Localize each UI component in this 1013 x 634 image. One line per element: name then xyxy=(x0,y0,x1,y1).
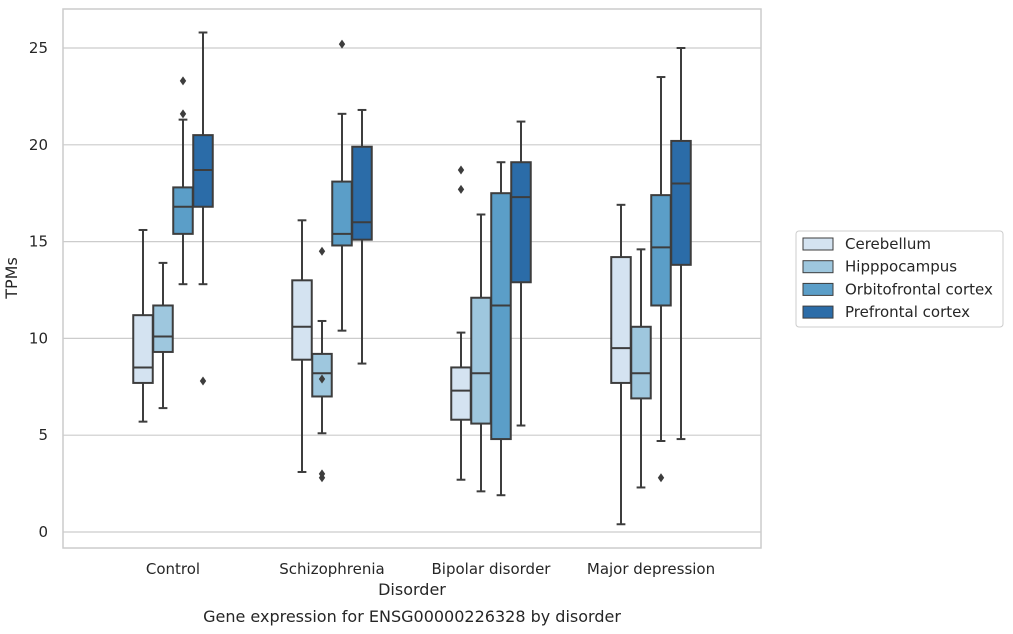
legend-swatch xyxy=(802,237,834,251)
y-axis-label: TPMs xyxy=(2,257,21,300)
y-tick-label: 0 xyxy=(38,523,48,541)
box-iqr xyxy=(172,186,194,235)
x-tick-label-schizophrenia: Schizophrenia xyxy=(279,560,384,578)
box-cerebellum-major-depression xyxy=(610,203,632,526)
outlier-point xyxy=(318,469,326,479)
legend-label: Hipppocampus xyxy=(845,258,957,276)
outlier-point xyxy=(179,76,187,86)
outlier-point xyxy=(318,246,326,256)
box-iqr xyxy=(331,180,353,247)
legend-label: Cerebellum xyxy=(845,235,931,253)
legend-swatch xyxy=(802,260,834,274)
box-iqr xyxy=(650,194,672,307)
outlier-point xyxy=(457,184,465,194)
x-tick-label-major-depression: Major depression xyxy=(587,560,715,578)
legend-frame xyxy=(795,230,1004,328)
box-orbitofrontal-cortex-bipolar-disorder xyxy=(490,161,512,497)
y-tick-label: 25 xyxy=(29,39,48,57)
y-tick-label: 10 xyxy=(29,329,48,347)
box-iqr xyxy=(152,304,174,353)
box-groups xyxy=(132,31,692,526)
y-tick-label: 20 xyxy=(29,136,48,154)
box-iqr xyxy=(670,139,692,266)
outlier-point xyxy=(338,39,346,49)
outlier-point xyxy=(179,109,187,119)
box-cerebellum-schizophrenia xyxy=(291,219,313,473)
legend-label: Prefrontal cortex xyxy=(845,303,970,321)
box-hipppocampus-major-depression xyxy=(630,248,652,489)
plot-area xyxy=(62,8,762,549)
x-axis-label: Disorder xyxy=(378,580,446,599)
box-iqr xyxy=(630,325,652,400)
box-hipppocampus-control xyxy=(152,261,174,410)
box-iqr xyxy=(610,256,632,384)
x-tick-label-control: Control xyxy=(146,560,200,578)
box-iqr xyxy=(351,145,373,241)
legend-swatch xyxy=(802,305,834,319)
box-iqr xyxy=(510,161,532,284)
outlier-point xyxy=(318,374,326,384)
legend-label: Orbitofrontal cortex xyxy=(845,280,993,298)
legend: Cerebellum Hipppocampus Orbitofrontal cort… xyxy=(795,230,1004,328)
box-hipppocampus-schizophrenia xyxy=(311,246,333,483)
box-prefrontal-cortex-control xyxy=(192,31,214,386)
chart-caption: Gene expression for ENSG00000226328 by d… xyxy=(203,607,621,626)
box-iqr xyxy=(490,192,512,441)
grid-lines xyxy=(63,47,761,533)
outlier-point xyxy=(199,376,207,386)
box-iqr xyxy=(450,366,472,421)
x-axis-ticks: Control Schizophrenia Bipolar disorder Majo… xyxy=(146,560,715,578)
y-tick-label: 15 xyxy=(29,233,48,251)
box-prefrontal-cortex-bipolar-disorder xyxy=(510,120,532,427)
legend-swatch xyxy=(802,282,834,296)
box-prefrontal-cortex-schizophrenia xyxy=(351,108,373,365)
y-axis-ticks: 0 5 10 15 20 25 xyxy=(29,39,48,541)
box-iqr xyxy=(291,279,313,361)
box-iqr xyxy=(470,296,492,425)
y-tick-label: 5 xyxy=(38,426,48,444)
outlier-point xyxy=(657,473,665,483)
box-orbitofrontal-cortex-control xyxy=(172,76,194,286)
outlier-point xyxy=(457,165,465,175)
box-iqr xyxy=(132,314,154,384)
box-orbitofrontal-cortex-major-depression xyxy=(650,76,672,483)
box-prefrontal-cortex-major-depression xyxy=(670,47,692,441)
x-tick-label-bipolar-disorder: Bipolar disorder xyxy=(432,560,552,578)
